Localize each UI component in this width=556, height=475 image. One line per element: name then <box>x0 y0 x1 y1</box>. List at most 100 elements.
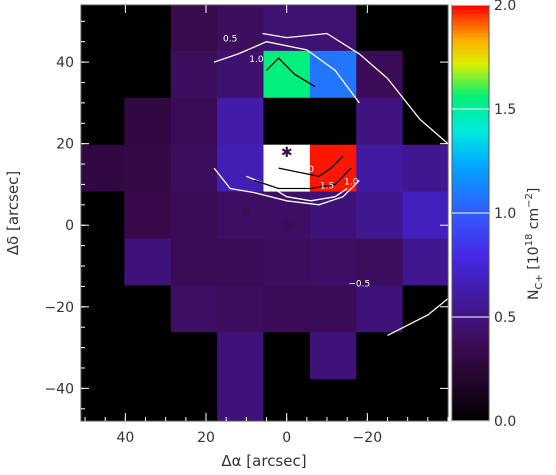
heatmap-cell <box>263 332 311 380</box>
colorbar-segment <box>452 49 489 54</box>
colorbar-ticks: 0.0 0.5 1.0 1.5 2.0 <box>452 0 516 430</box>
colorbar-segment <box>452 153 489 158</box>
colorbar-segment <box>452 105 489 110</box>
heatmap-cell <box>81 285 125 333</box>
colorbar-segment <box>452 397 489 402</box>
colorbar-segment <box>452 53 489 58</box>
colorbar-segment <box>452 373 489 378</box>
colorbar-segment <box>452 337 489 342</box>
x-tick-label: 0 <box>282 430 291 446</box>
colorbar-segment <box>452 345 489 350</box>
colorbar-segment <box>452 221 489 226</box>
heatmap-cell <box>263 285 311 333</box>
heatmap-cell <box>356 191 404 239</box>
contour-label: 1.0 <box>344 177 359 187</box>
colorbar-segment <box>452 201 489 206</box>
heatmap-cell <box>81 332 125 380</box>
heatmap-cell <box>309 5 357 52</box>
heatmap-cell <box>309 332 357 380</box>
marker-layer: ✱ ✱ ✱ <box>240 145 292 234</box>
heatmap-cell <box>356 238 404 286</box>
heatmap-cell <box>309 238 357 286</box>
heatmap-layer <box>81 5 449 422</box>
colorbar-segment <box>452 177 489 182</box>
colorbar-segment <box>452 261 489 266</box>
contour-line <box>213 167 360 206</box>
contour-line <box>266 57 316 88</box>
colorbar-segment <box>452 109 489 114</box>
colorbar-segment <box>452 213 489 218</box>
x-axis-ticks: 40 20 0 −20 <box>84 5 449 446</box>
y-tick-label: −20 <box>44 300 74 316</box>
heatmap-cell <box>217 97 264 146</box>
heatmap-cell <box>217 191 264 239</box>
heatmap-cell <box>309 379 357 422</box>
colorbar-segment <box>452 37 489 42</box>
colorbar-segment <box>452 121 489 126</box>
heatmap-cell <box>309 97 357 146</box>
heatmap-cell <box>402 238 449 286</box>
colorbar-segment <box>452 17 489 22</box>
colorbar-segment <box>452 137 489 142</box>
heatmap-cell <box>170 191 218 239</box>
heatmap-cell <box>356 379 404 422</box>
colorbar-segment <box>452 313 489 318</box>
heatmap-cell <box>402 285 449 333</box>
colorbar-segment <box>452 377 489 382</box>
heatmap-cell <box>356 285 404 333</box>
colorbar-segment <box>452 149 489 154</box>
colorbar-segment <box>452 9 489 14</box>
contour-label: −0.5 <box>348 279 370 289</box>
colorbar-segment <box>452 301 489 306</box>
heatmap-cell <box>309 191 357 239</box>
colorbar-segment <box>452 5 489 10</box>
heatmap-cell <box>124 5 172 52</box>
heatmap-cell <box>356 144 404 193</box>
colorbar-segment <box>452 317 489 322</box>
heatmap-cell <box>81 5 125 52</box>
colorbar-segment <box>452 249 489 254</box>
colorbar-segment <box>452 185 489 190</box>
plot-frame <box>80 4 449 422</box>
colorbar-segment <box>452 197 489 202</box>
colorbar-segment <box>452 65 489 70</box>
y-axis-label: Δδ [arcsec] <box>4 171 22 255</box>
colorbar-segment <box>452 309 489 314</box>
colorbar-segment <box>452 133 489 138</box>
colorbar-segment <box>452 125 489 130</box>
colorbar-segment <box>452 245 489 250</box>
contour-line <box>254 167 352 190</box>
colorbar-segment <box>452 297 489 302</box>
colorbar-segment <box>452 305 489 310</box>
colorbar-segment <box>452 57 489 62</box>
colorbar-segment <box>452 145 489 150</box>
colorbar-segment <box>452 325 489 330</box>
colorbar-segment <box>452 73 489 78</box>
colorbar-segment <box>452 417 489 422</box>
colorbar-segment <box>452 257 489 262</box>
colorbar-segment <box>452 217 489 222</box>
heatmap-cell <box>309 285 357 333</box>
colorbar-segment <box>452 329 489 334</box>
colorbar-segment <box>452 113 489 118</box>
colorbar-segment <box>452 41 489 46</box>
y-tick-label: 40 <box>56 55 74 71</box>
heatmap-cell <box>402 332 449 380</box>
colorbar-segment <box>452 277 489 282</box>
colorbar-segment <box>452 193 489 198</box>
heatmap-cell <box>124 144 172 193</box>
heatmap-cell <box>217 379 264 422</box>
colorbar-segment <box>452 385 489 390</box>
colorbar-segment <box>452 117 489 122</box>
heatmap-cell <box>81 191 125 239</box>
heatmap-cell <box>356 97 404 146</box>
contour-label: 2.0 <box>300 165 315 175</box>
colorbar-segment <box>452 237 489 242</box>
colorbar-segment <box>452 97 489 102</box>
heatmap-cell <box>170 50 218 99</box>
colorbar-segment <box>452 253 489 258</box>
y-tick-label: −40 <box>44 381 74 397</box>
heatmap-cell <box>124 332 172 380</box>
x-axis-label: Δα [arcsec] <box>221 452 306 470</box>
